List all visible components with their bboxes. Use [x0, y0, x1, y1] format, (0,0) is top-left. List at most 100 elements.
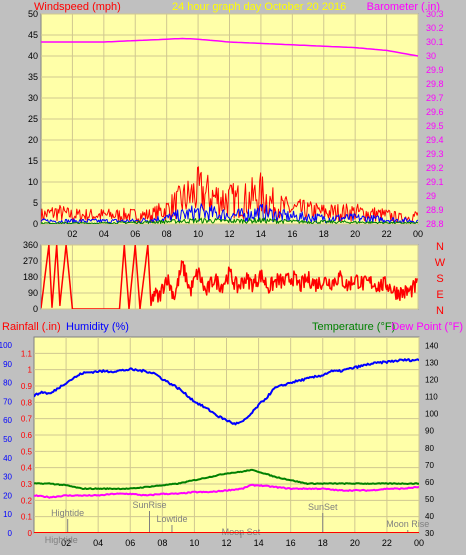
temperature-y-tick: 100 [425, 410, 439, 419]
annotation-label: Hightide [45, 535, 78, 545]
direction-series-group [41, 245, 418, 309]
wind-y-tick: 15 [28, 156, 38, 166]
direction-y-tick: 0 [33, 304, 38, 314]
wind-y-tick: 20 [28, 135, 38, 145]
barometer-y-tick: 29.7 [426, 93, 444, 103]
annotation-label: Moon Rise [386, 519, 429, 529]
temp-x-tick: 04 [93, 538, 103, 548]
temperature-y-tick-labels: 30 40 50 60 70 80 90 100 110 120 130 140 [425, 342, 439, 538]
humidity-y-tick: 10 [3, 510, 12, 519]
temp-x-tick: 00 [414, 538, 424, 548]
wind-series-1 [41, 166, 418, 223]
temp-x-tick: 10 [189, 538, 199, 548]
humidity-y-tick: 30 [3, 473, 12, 482]
wind-y-tick: 50 [28, 9, 38, 19]
wind-x-tick: 00 [413, 229, 423, 239]
temperature-y-tick: 70 [425, 461, 434, 470]
wind-x-tick: 04 [99, 229, 109, 239]
barometer-y-tick: 29.4 [426, 135, 444, 145]
rain-y-tick: 0.3 [21, 480, 33, 489]
temperature-y-tick: 60 [425, 478, 434, 487]
rain-y-tick: 1 [28, 366, 33, 375]
annotation-label: SunSet [308, 502, 338, 512]
rain-y-tick: 0.5 [21, 447, 33, 456]
temp-series-group [34, 358, 419, 533]
direction-y-tick: 360 [23, 240, 38, 250]
barometer-y-tick: 30.1 [426, 37, 444, 47]
wind-x-tick: 18 [319, 229, 329, 239]
humidity-y-tick: 70 [3, 397, 12, 406]
annotation-label: SunRise [132, 500, 166, 510]
humidity-y-tick: 100 [0, 341, 13, 350]
temp-x-tick: 16 [286, 538, 296, 548]
direction-y-tick: 270 [23, 256, 38, 266]
rain-y-tick: 1.1 [21, 349, 33, 358]
barometer-line [41, 37, 418, 57]
graph-title: 24 hour graph day October 20 2016 [172, 1, 346, 13]
rain-y-tick: 0 [28, 529, 33, 538]
temperature-y-tick: 130 [425, 359, 439, 368]
compass-label: N [436, 305, 444, 317]
windspeed-axis-title: Windspeed (mph) [34, 1, 121, 13]
temperature-line [34, 468, 419, 491]
barometer-y-tick: 29.1 [426, 177, 444, 187]
wind-x-tick: 02 [67, 229, 77, 239]
rain-y-tick: 0.6 [21, 431, 33, 440]
wind-series-group [41, 37, 418, 224]
temperature-y-tick: 120 [425, 376, 439, 385]
wind-series-3 [41, 217, 418, 224]
barometer-y-tick: 29 [426, 191, 436, 201]
temp-gridlines [34, 337, 420, 534]
dewpoint-axis-title: Dew Point (°F) [391, 321, 463, 333]
humidity-y-tick: 90 [3, 360, 12, 369]
wind-x-tick-labels: 02 04 06 08 10 12 14 16 18 20 22 00 [67, 229, 423, 239]
wind-x-tick: 14 [256, 229, 266, 239]
wind-x-tick: 08 [162, 229, 172, 239]
wind-y-tick: 5 [33, 198, 38, 208]
temperature-y-tick: 140 [425, 342, 439, 351]
wind-series-2 [41, 203, 418, 224]
compass-label: E [436, 289, 443, 301]
temp-x-tick-labels: 02 04 06 08 10 12 14 16 18 20 22 00 [61, 538, 424, 548]
humidity-y-tick: 40 [3, 454, 12, 463]
barometer-y-tick: 29.3 [426, 149, 444, 159]
temperature-y-tick: 50 [425, 495, 434, 504]
annotation-label: Lowtide [156, 514, 187, 524]
rain-y-tick: 0.1 [21, 513, 33, 522]
temp-x-tick: 08 [157, 538, 167, 548]
wind-y-tick-labels: 0 5 10 15 20 25 30 35 40 45 50 [28, 9, 38, 229]
compass-label: N [436, 241, 444, 253]
humidity-line [34, 358, 419, 426]
wind-y-tick: 45 [28, 30, 38, 40]
barometer-y-tick: 28.9 [426, 205, 444, 215]
humidity-y-tick: 60 [3, 416, 12, 425]
temperature-y-tick: 110 [425, 393, 438, 402]
wind-gridlines [41, 13, 419, 225]
barometer-y-tick: 30.2 [426, 23, 444, 33]
barometer-y-tick: 29.9 [426, 65, 444, 75]
humidity-y-tick: 0 [8, 529, 13, 538]
humidity-y-tick: 50 [3, 435, 12, 444]
temperature-y-tick: 40 [425, 512, 434, 521]
temp-x-tick: 02 [61, 538, 71, 548]
wind-x-tick: 22 [382, 229, 392, 239]
wind-y-tick: 25 [28, 114, 38, 124]
temp-x-tick: 06 [125, 538, 135, 548]
direction-y-tick: 90 [28, 288, 38, 298]
temp-x-tick: 22 [382, 538, 392, 548]
temperature-humidity-chart: 0 0.1 0.2 0.3 0.4 0.5 0.6 0.7 0.8 0.9 1 1.1 0 10 20 30… [0, 321, 463, 548]
rainfall-axis-title: Rainfall (.in) [2, 321, 61, 333]
barometer-axis-title: Barometer (.in) [367, 1, 440, 13]
direction-y-tick: 180 [23, 272, 38, 282]
wind-y-tick: 0 [33, 219, 38, 229]
wind-x-tick: 12 [224, 229, 234, 239]
wind-y-tick: 35 [28, 72, 38, 82]
direction-line [41, 245, 418, 309]
wind-y-tick: 10 [28, 177, 38, 187]
temp-x-tick: 14 [254, 538, 264, 548]
wind-x-tick: 16 [287, 229, 297, 239]
